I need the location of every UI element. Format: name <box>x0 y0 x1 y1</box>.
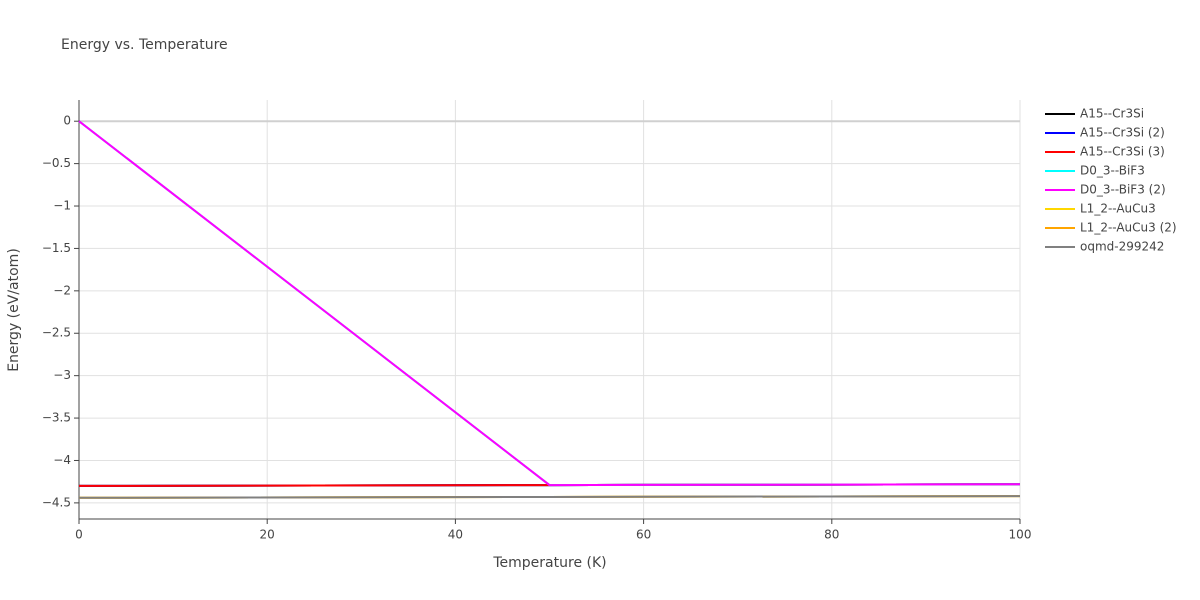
x-axis-label: Temperature (K) <box>492 555 606 571</box>
x-tick-label: 60 <box>636 528 651 542</box>
series-line <box>78 120 1021 487</box>
legend-label: D0_3--BiF3 (2) <box>1080 183 1166 197</box>
x-tick-label: 0 <box>75 528 83 542</box>
y-tick-label: −1.5 <box>42 241 71 255</box>
x-tick-label: 40 <box>448 528 463 542</box>
chart-title: Energy vs. Temperature <box>61 37 228 53</box>
x-tick-label: 100 <box>1009 528 1032 542</box>
y-tick-label: −0.5 <box>42 156 71 170</box>
legend-label: A15--Cr3Si (3) <box>1080 145 1165 159</box>
legend-label: L1_2--AuCu3 (2) <box>1080 221 1177 235</box>
legend-label: D0_3--BiF3 <box>1080 164 1145 178</box>
y-tick-label: −4 <box>53 453 71 467</box>
series-line <box>78 495 1021 499</box>
y-axis-label: Energy (eV/atom) <box>6 248 22 372</box>
legend-label: A15--Cr3Si (2) <box>1080 126 1165 140</box>
series-line <box>78 120 1021 487</box>
y-tick-label: −2 <box>53 283 71 297</box>
x-tick-label: 80 <box>824 528 839 542</box>
y-tick-label: −2.5 <box>42 326 71 340</box>
x-tick-label: 20 <box>260 528 275 542</box>
legend-label: L1_2--AuCu3 <box>1080 202 1156 216</box>
legend-label: A15--Cr3Si <box>1080 107 1144 121</box>
y-tick-label: −3.5 <box>42 411 71 425</box>
y-tick-label: 0 <box>63 114 71 128</box>
y-tick-label: −1 <box>53 199 71 213</box>
y-tick-label: −4.5 <box>42 495 71 509</box>
legend-label: oqmd-299242 <box>1080 240 1164 254</box>
y-tick-label: −3 <box>53 368 71 382</box>
